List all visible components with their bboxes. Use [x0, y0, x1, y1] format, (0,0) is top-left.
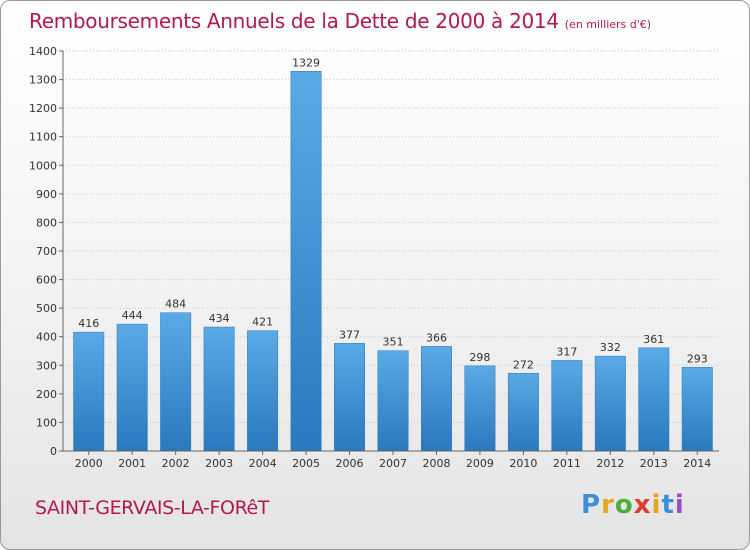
- y-tick-label: 600: [36, 274, 57, 287]
- bar-2003: [203, 326, 235, 452]
- bar-value-label: 1329: [292, 56, 320, 69]
- bar-2014: [681, 367, 713, 452]
- y-tick-label: 1300: [29, 74, 57, 87]
- x-tick-label: 2003: [205, 457, 233, 470]
- bar-2008: [421, 346, 452, 452]
- bars: 416 444 484 434 421 1329 377 351 366 298 272 317 332…: [73, 56, 713, 452]
- x-tick-label: 2004: [249, 457, 277, 470]
- bar-value-label: 272: [513, 358, 534, 371]
- bar-2010: [507, 373, 539, 452]
- y-tick-label: 300: [36, 359, 57, 372]
- bar-2002: [160, 312, 192, 452]
- bar-2004: [247, 330, 279, 452]
- bar-2007: [377, 350, 409, 452]
- y-tick-label: 1100: [29, 131, 57, 144]
- bar-value-label: 416: [78, 317, 99, 330]
- bar-value-label: 366: [426, 331, 447, 344]
- bar-value-label: 351: [383, 336, 404, 349]
- x-tick-label: 2008: [422, 457, 450, 470]
- bar-value-label: 332: [600, 341, 621, 354]
- y-tick-label: 1400: [29, 45, 57, 58]
- bar-value-label: 484: [165, 298, 186, 311]
- x-tick-label: 2013: [640, 457, 668, 470]
- x-tick-label: 2006: [336, 457, 364, 470]
- proxiti-logo: Proxiti: [581, 490, 685, 520]
- bar-2000: [73, 331, 105, 452]
- bar-value-label: 377: [339, 328, 360, 341]
- x-tick-label: 2009: [466, 457, 494, 470]
- x-tick-label: 2005: [292, 457, 320, 470]
- commune-name: SAINT-GERVAIS-LA-FORêT: [35, 497, 270, 519]
- y-tick-label: 100: [36, 416, 57, 429]
- x-tick-label: 2001: [118, 457, 146, 470]
- logo-letter: P: [581, 490, 602, 520]
- bar-2011: [551, 360, 583, 452]
- y-tick-label: 800: [36, 216, 57, 229]
- logo-letter: i: [651, 490, 662, 520]
- logo-letter: i: [674, 490, 685, 520]
- x-tick-label: 2002: [162, 457, 190, 470]
- bar-value-label: 421: [252, 316, 273, 329]
- logo-letter: x: [633, 490, 652, 520]
- x-tick-label: 2007: [379, 457, 407, 470]
- axes: 0 100 200 300 400 500 600 700 800 900 1000 1100 1200…: [29, 45, 719, 470]
- logo-letter: r: [601, 490, 615, 520]
- bar-2006: [334, 343, 365, 452]
- y-tick-label: 1200: [29, 102, 57, 115]
- bar-2005: [290, 71, 322, 452]
- y-tick-label: 500: [36, 302, 57, 315]
- x-tick-label: 2014: [683, 457, 711, 470]
- bar-2001: [116, 323, 148, 452]
- y-tick-label: 1000: [29, 159, 57, 172]
- bar-value-label: 434: [209, 312, 230, 325]
- bar-value-label: 317: [556, 345, 577, 358]
- x-tick-label: 2000: [75, 457, 103, 470]
- bar-value-label: 361: [643, 333, 664, 346]
- x-tick-label: 2010: [509, 457, 537, 470]
- y-tick-label: 900: [36, 188, 57, 201]
- logo-letter: t: [661, 490, 675, 520]
- bar-value-label: 444: [122, 309, 143, 322]
- y-tick-label: 700: [36, 245, 57, 258]
- bar-2009: [464, 365, 496, 452]
- bar-2013: [638, 347, 670, 452]
- y-tick-label: 400: [36, 331, 57, 344]
- chart-title-text: Remboursements Annuels de la Dette de 20…: [29, 9, 559, 33]
- logo-letter: o: [614, 490, 634, 520]
- chart-title: Remboursements Annuels de la Dette de 20…: [29, 9, 651, 33]
- y-tick-label: 200: [36, 388, 57, 401]
- x-tick-label: 2011: [553, 457, 581, 470]
- bar-value-label: 293: [687, 352, 708, 365]
- bar-value-label: 298: [469, 351, 490, 364]
- bar-2012: [594, 355, 626, 452]
- x-tick-label: 2012: [596, 457, 624, 470]
- chart-unit: (en milliers d'€): [564, 18, 652, 31]
- y-tick-label: 0: [50, 445, 57, 458]
